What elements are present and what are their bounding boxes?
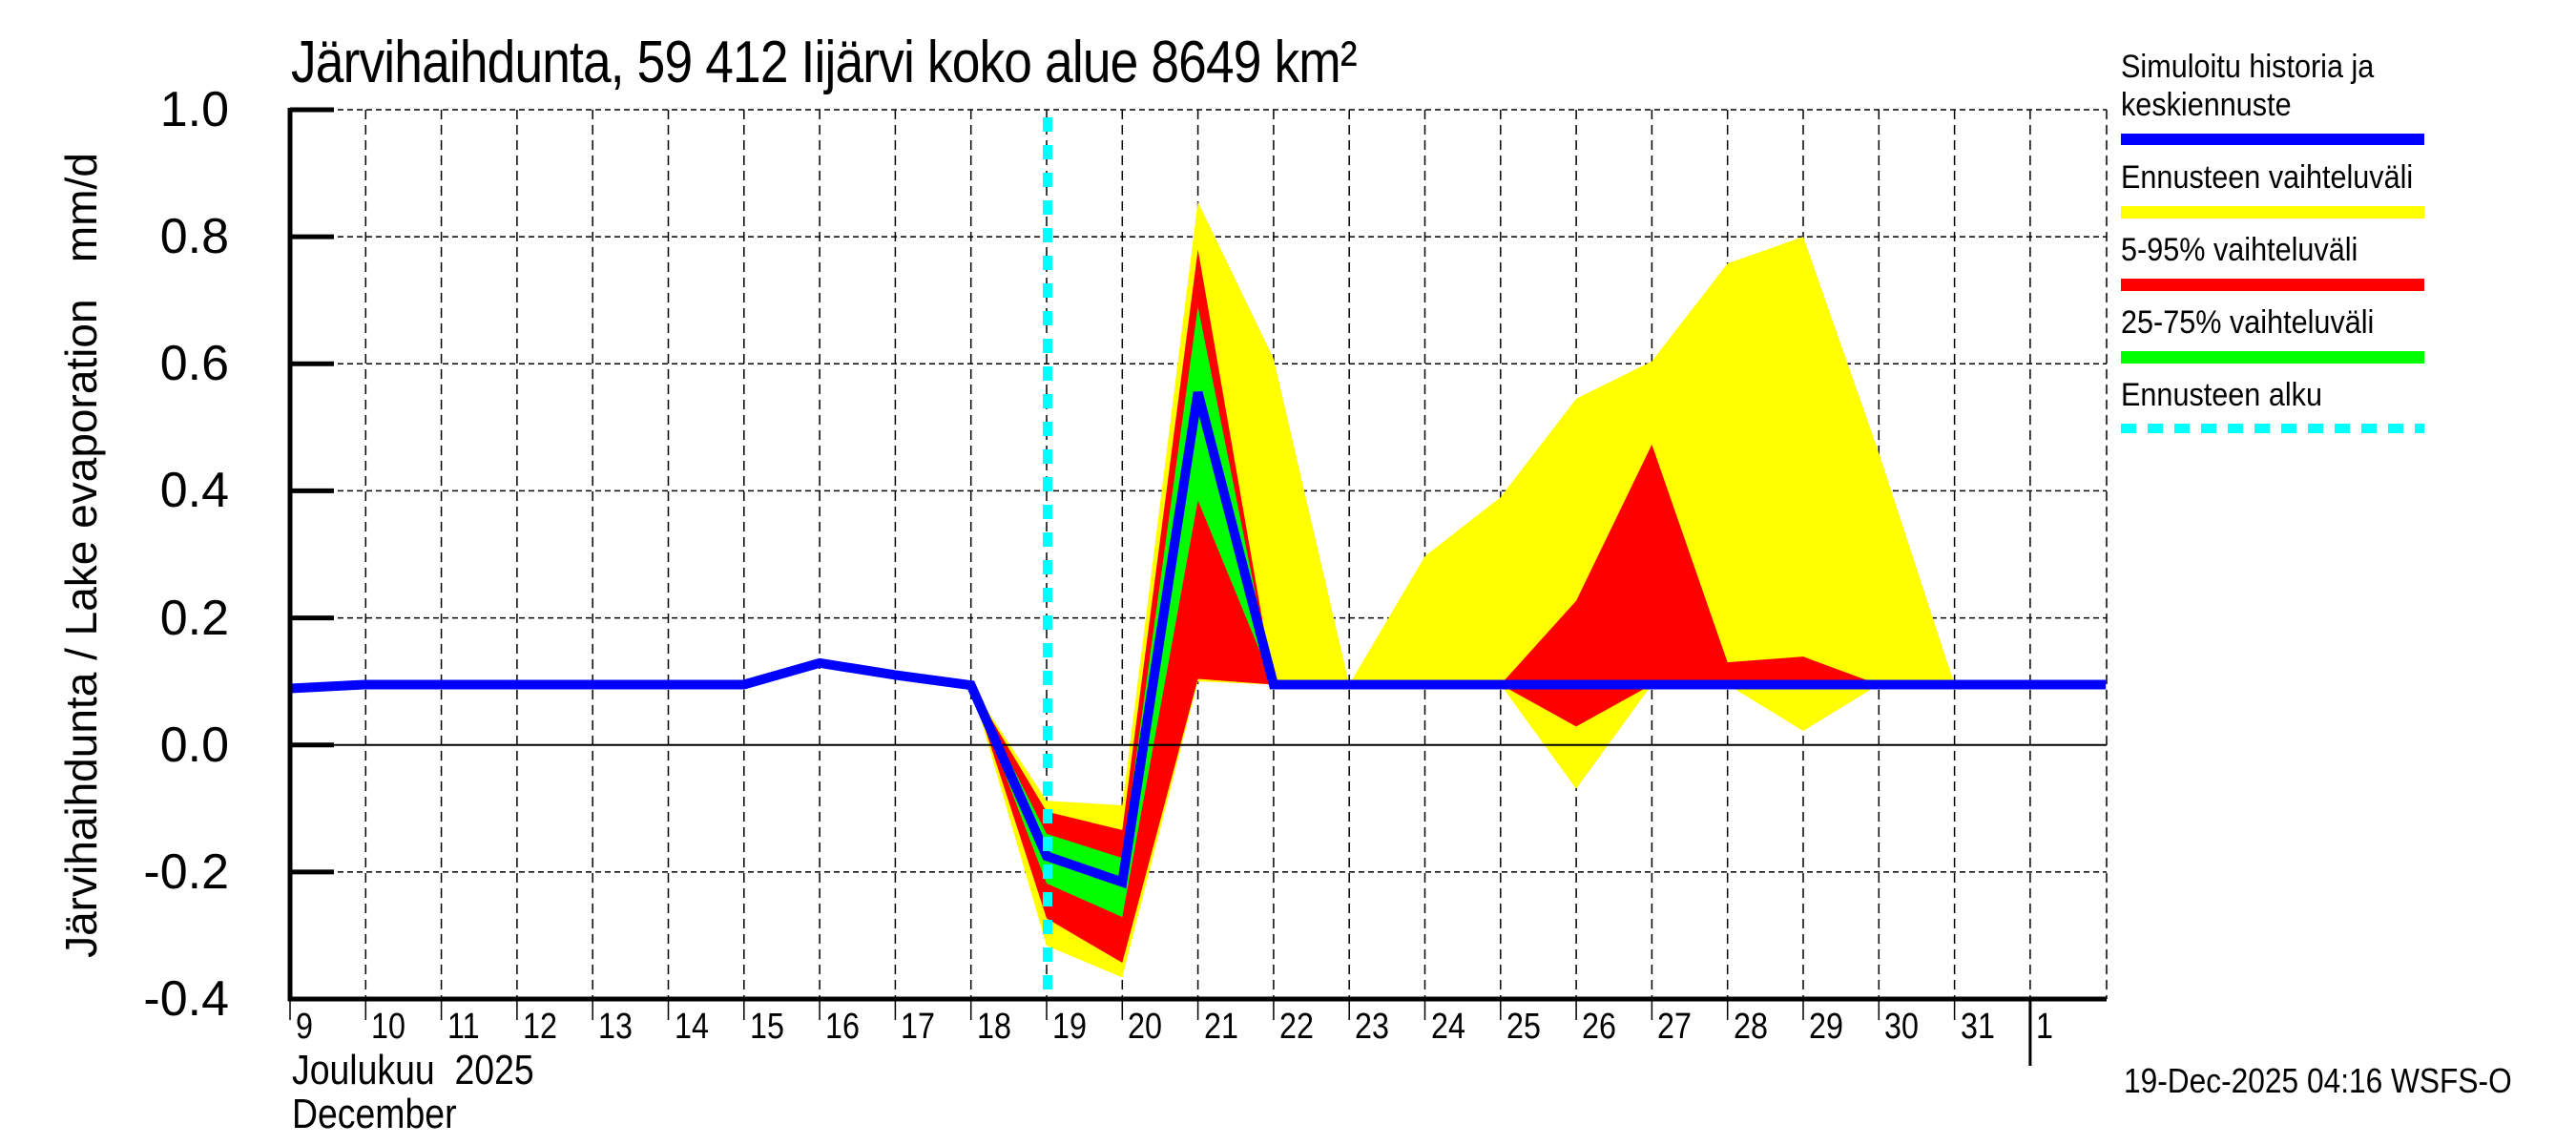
legend-label-mean-2: keskiennuste — [2121, 87, 2292, 123]
y-axis-label: Järvihaihdunta / Lake evaporation mm/d — [56, 153, 106, 958]
chart-title: Järvihaihdunta, 59 412 Iijärvi koko alue… — [291, 30, 1358, 95]
legend-label-5-95: 5-95% vaihteluväli — [2121, 232, 2358, 268]
x-axis-month-en: December — [292, 1091, 457, 1137]
legend-label-mean-1: Simuloitu historia ja — [2121, 49, 2375, 85]
x-tick-label: 27 — [1657, 1007, 1693, 1047]
legend-swatch-yellow — [2121, 206, 2424, 219]
y-tick-label: -0.4 — [143, 971, 229, 1027]
x-tick-label: 11 — [447, 1007, 480, 1047]
x-tick-label: 30 — [1884, 1007, 1920, 1047]
y-tick-label: 0.2 — [159, 590, 229, 646]
y-tick-label: 0.8 — [159, 209, 229, 265]
y-tick-label: 1.0 — [159, 82, 229, 137]
x-tick-label: 14 — [674, 1007, 709, 1047]
x-tick-label: 21 — [1203, 1007, 1238, 1047]
band-25-75 — [970, 306, 1274, 918]
x-tick-label: 29 — [1809, 1007, 1843, 1047]
legend-item-full-range: Ennusteen vaihteluväli — [2121, 158, 2426, 231]
x-tick-label: 31 — [1960, 1007, 1995, 1047]
axes — [287, 107, 2107, 1066]
legend-swatch-cyan-dashed — [2121, 424, 2424, 433]
timestamp: 19-Dec-2025 04:16 WSFS-O — [2124, 1061, 2512, 1100]
x-tick-label: 18 — [976, 1007, 1011, 1047]
legend: Simuloitu historia ja keskiennuste Ennus… — [2121, 48, 2426, 448]
legend-label-full-range: Ennusteen vaihteluväli — [2121, 159, 2414, 196]
legend-label-25-75: 25-75% vaihteluväli — [2121, 304, 2375, 341]
x-tick-label: 9 — [296, 1007, 313, 1047]
forecast-bands — [970, 201, 1955, 978]
legend-swatch-red — [2121, 279, 2424, 291]
x-tick-label: 23 — [1355, 1007, 1390, 1047]
x-tick-label: 16 — [825, 1007, 861, 1047]
legend-item-mean: Simuloitu historia ja keskiennuste — [2121, 48, 2426, 151]
x-tick-label: 13 — [598, 1007, 634, 1047]
y-tick-label: 0.6 — [159, 336, 229, 392]
x-tick-label: 24 — [1430, 1007, 1465, 1047]
legend-item-5-95: 5-95% vaihteluväli — [2121, 231, 2426, 303]
y-tick-label: 0.0 — [159, 717, 229, 773]
x-tick-label: 28 — [1733, 1007, 1768, 1047]
mean-forecast-line — [289, 390, 2107, 889]
y-tick-label: 0.4 — [159, 463, 229, 519]
legend-item-25-75: 25-75% vaihteluväli — [2121, 303, 2426, 376]
mean-line — [289, 390, 2107, 889]
x-tick-label: 1 — [2035, 1007, 2053, 1047]
x-tick-label: 12 — [522, 1007, 557, 1047]
legend-swatch-green — [2121, 351, 2424, 364]
x-tick-label: 17 — [901, 1007, 936, 1047]
x-tick-label: 20 — [1128, 1007, 1163, 1047]
x-tick-label: 22 — [1278, 1007, 1314, 1047]
x-tick-label: 15 — [749, 1007, 784, 1047]
legend-swatch-blue — [2121, 134, 2424, 145]
legend-item-forecast-start: Ennusteen alku — [2121, 376, 2426, 448]
y-tick-label: -0.2 — [143, 843, 229, 900]
x-axis-month-fi: Joulukuu 2025 — [292, 1047, 534, 1093]
x-tick-label: 19 — [1052, 1007, 1087, 1047]
x-tick-label: 25 — [1506, 1007, 1541, 1047]
legend-label-forecast-start: Ennusteen alku — [2121, 377, 2322, 413]
x-tick-label: 26 — [1582, 1007, 1617, 1047]
x-tick-label: 10 — [371, 1007, 406, 1047]
